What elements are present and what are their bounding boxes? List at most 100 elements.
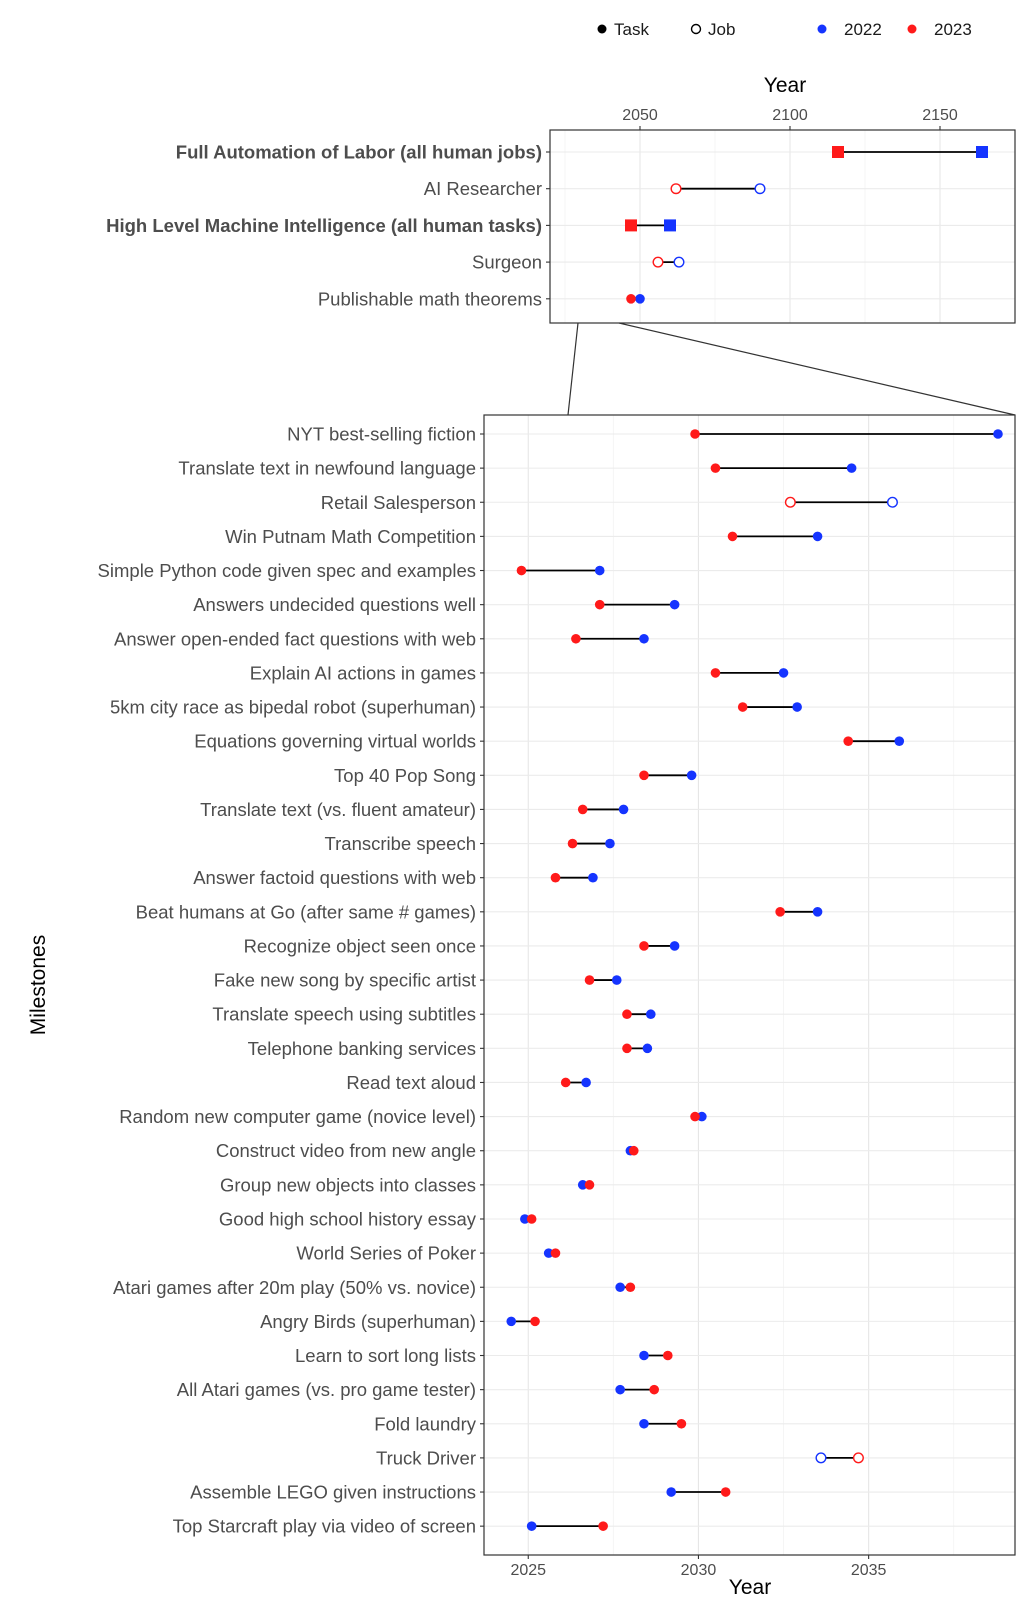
point-2023-read-text-aloud [560,1077,571,1088]
y-label-nyt-best-selling-fiction: NYT best-selling fiction [287,424,476,445]
legend: Task Job 2022 2023 [597,20,972,39]
point-2022-transcribe-speech [605,838,615,849]
y-label-angry-birds-superhuman: Angry Birds (superhuman) [260,1311,476,1332]
point-2023-translate-speech-using-subtitles [622,1009,632,1020]
y-label-simple-python-code-given-spec-and-examples: Simple Python code given spec and exampl… [98,560,476,581]
top-panel-border [549,129,1016,324]
point-2022-good-high-school-history-essay [520,1214,530,1224]
y-label-top-starcraft-play-via-video-of-screen: Top Starcraft play via video of screen [173,1516,476,1537]
point-2022-angry-birds-superhuman [506,1316,517,1327]
y-label-translate-speech-using-subtitles: Translate speech using subtitles [212,1004,476,1025]
point-2023-atari-games-after-20m-play-50-vs-novice [625,1282,636,1293]
legend-task-label: Task [614,20,649,39]
point-2023-beat-humans-at-go-after-same-games [775,907,785,917]
bottom-panel: NYT best-selling fiction Translate text i… [27,414,1016,1599]
y-label-translate-text-in-newfound-language: Translate text in newfound language [178,458,476,479]
point-2023-fold-laundry [676,1418,687,1429]
point-2023-telephone-banking-services [622,1043,632,1054]
bottom-x-ticks: 2025 2030 2035 [510,1555,887,1579]
point-2023-nyt-best-selling-fiction [690,429,700,439]
point-2022-translate-text-in-newfound-language [846,463,857,473]
y-label-answer-factoid-questions-with-web: Answer factoid questions with web [193,867,476,888]
point-2022-simple-python-code-given-spec-and-examples [594,565,605,576]
point-2023-top-starcraft-play-via-video-of-screen [598,1521,608,1531]
point-2022-learn-to-sort-long-lists [639,1350,649,1361]
point-2022-all-atari-games-vs-pro-game-tester [615,1384,625,1395]
point-2023-win-putnam-math-competition [727,531,738,542]
y-label-answers-undecided-questions-well: Answers undecided questions well [193,594,476,615]
point-2022-equations-governing-virtual-worlds [894,736,905,746]
point-2022-answer-open-ended-fact-questions-with-web [639,633,649,644]
x-tick-label: 2100 [772,107,808,124]
point-2022-recognize-object-seen-once [669,941,680,951]
point-2023-answers-undecided-questions-well [594,599,605,610]
y-label-top-40-pop-song: Top 40 Pop Song [334,765,476,786]
y-label-5km-city-race-as-bipedal-robot-superhuman: 5km city race as bipedal robot (superhum… [110,697,476,718]
y-label-world-series-of-poker: World Series of Poker [296,1243,476,1264]
point-2022-assemble-lego-given-instructions [666,1487,677,1497]
y-label-assemble-lego-given-instructions: Assemble LEGO given instructions [190,1482,476,1503]
point-2022-read-text-aloud [581,1077,591,1088]
top-x-axis-title: Year [764,74,806,97]
point-2022-translate-text-vs-fluent-amateur [618,804,629,815]
point-2022-top-40-pop-song [686,770,697,781]
x-tick-label: 2150 [922,107,958,124]
point-2023-recognize-object-seen-once [639,941,649,951]
y-label-construct-video-from-new-angle: Construct video from new angle [216,1140,476,1161]
bottom-rows [506,429,1003,1531]
y-label-telephone-banking-services: Telephone banking services [248,1038,476,1059]
y-label-beat-humans-at-go-after-same-games: Beat humans at Go (after same # games) [136,901,476,922]
point-2023-fake-new-song-by-specific-artist [584,975,595,985]
bottom-grid [484,415,1015,1555]
y-label-transcribe-speech: Transcribe speech [325,833,477,854]
top-rows [625,146,988,304]
point-2022-full-automation-of-labor-all-human-jobs [976,146,988,158]
y-label-recognize-object-seen-once: Recognize object seen once [244,935,476,956]
point-2022-random-new-computer-game-novice-level [697,1111,707,1122]
point-2023-full-automation-of-labor-all-human-jobs [832,146,844,158]
point-2023-group-new-objects-into-classes [584,1180,595,1190]
point-2023-answer-open-ended-fact-questions-with-web [571,633,581,644]
x-tick-label: 2030 [681,1562,717,1579]
top-x-ticks: 2050 2100 2150 [622,107,958,130]
point-2022-ai-researcher [754,183,766,195]
bottom-panel-border [483,414,1016,1556]
point-2022-answer-factoid-questions-with-web [588,872,598,883]
y-label-equations-governing-virtual-worlds: Equations governing virtual worlds [194,731,476,752]
point-2023-translate-text-vs-fluent-amateur [577,804,588,815]
point-2022-group-new-objects-into-classes [577,1180,588,1190]
y-label-high-level-machine-intelligence-all-human-tasks: High Level Machine Intelligence (all hum… [106,215,542,236]
point-2022-fold-laundry [639,1418,649,1429]
y-label-fold-laundry: Fold laundry [374,1413,477,1434]
point-2023-angry-birds-superhuman [530,1316,540,1327]
point-2022-answers-undecided-questions-well [669,599,680,610]
point-2023-construct-video-from-new-angle [628,1145,639,1156]
point-2023-high-level-machine-intelligence-all-human-tasks [625,219,637,232]
y-label-fake-new-song-by-specific-artist: Fake new song by specific artist [214,970,476,991]
point-2023-learn-to-sort-long-lists [663,1350,673,1361]
y-axis-title: Milestones [27,935,50,1035]
zoom-connectors [567,322,1016,416]
x-tick-label: 2035 [851,1562,887,1579]
point-2023-assemble-lego-given-instructions [720,1487,731,1497]
legend-2023-marker [907,24,917,34]
y-label-surgeon: Surgeon [472,252,542,273]
point-2023-world-series-of-poker [550,1248,561,1258]
y-label-group-new-objects-into-classes: Group new objects into classes [220,1174,476,1195]
point-2022-publishable-math-theorems [635,294,645,304]
y-label-truck-driver: Truck Driver [376,1447,476,1468]
point-2022-retail-salesperson [886,496,898,508]
y-label-full-automation-of-labor-all-human-jobs: Full Automation of Labor (all human jobs… [176,142,542,163]
point-2023-all-atari-games-vs-pro-game-tester [649,1384,659,1395]
y-label-answer-open-ended-fact-questions-with-web: Answer open-ended fact questions with we… [114,628,476,649]
x-tick-label: 2025 [510,1562,546,1579]
point-2022-explain-ai-actions-in-games [778,668,789,678]
y-label-good-high-school-history-essay: Good high school history essay [219,1208,477,1229]
point-2023-5km-city-race-as-bipedal-robot-superhuman [737,702,748,712]
y-label-publishable-math-theorems: Publishable math theorems [318,288,542,309]
y-label-translate-text-vs-fluent-amateur: Translate text (vs. fluent amateur) [200,799,476,820]
bottom-y-labels: NYT best-selling fiction Translate text i… [98,424,484,1537]
legend-2023-label: 2023 [934,20,972,39]
legend-job-label: Job [708,20,735,39]
